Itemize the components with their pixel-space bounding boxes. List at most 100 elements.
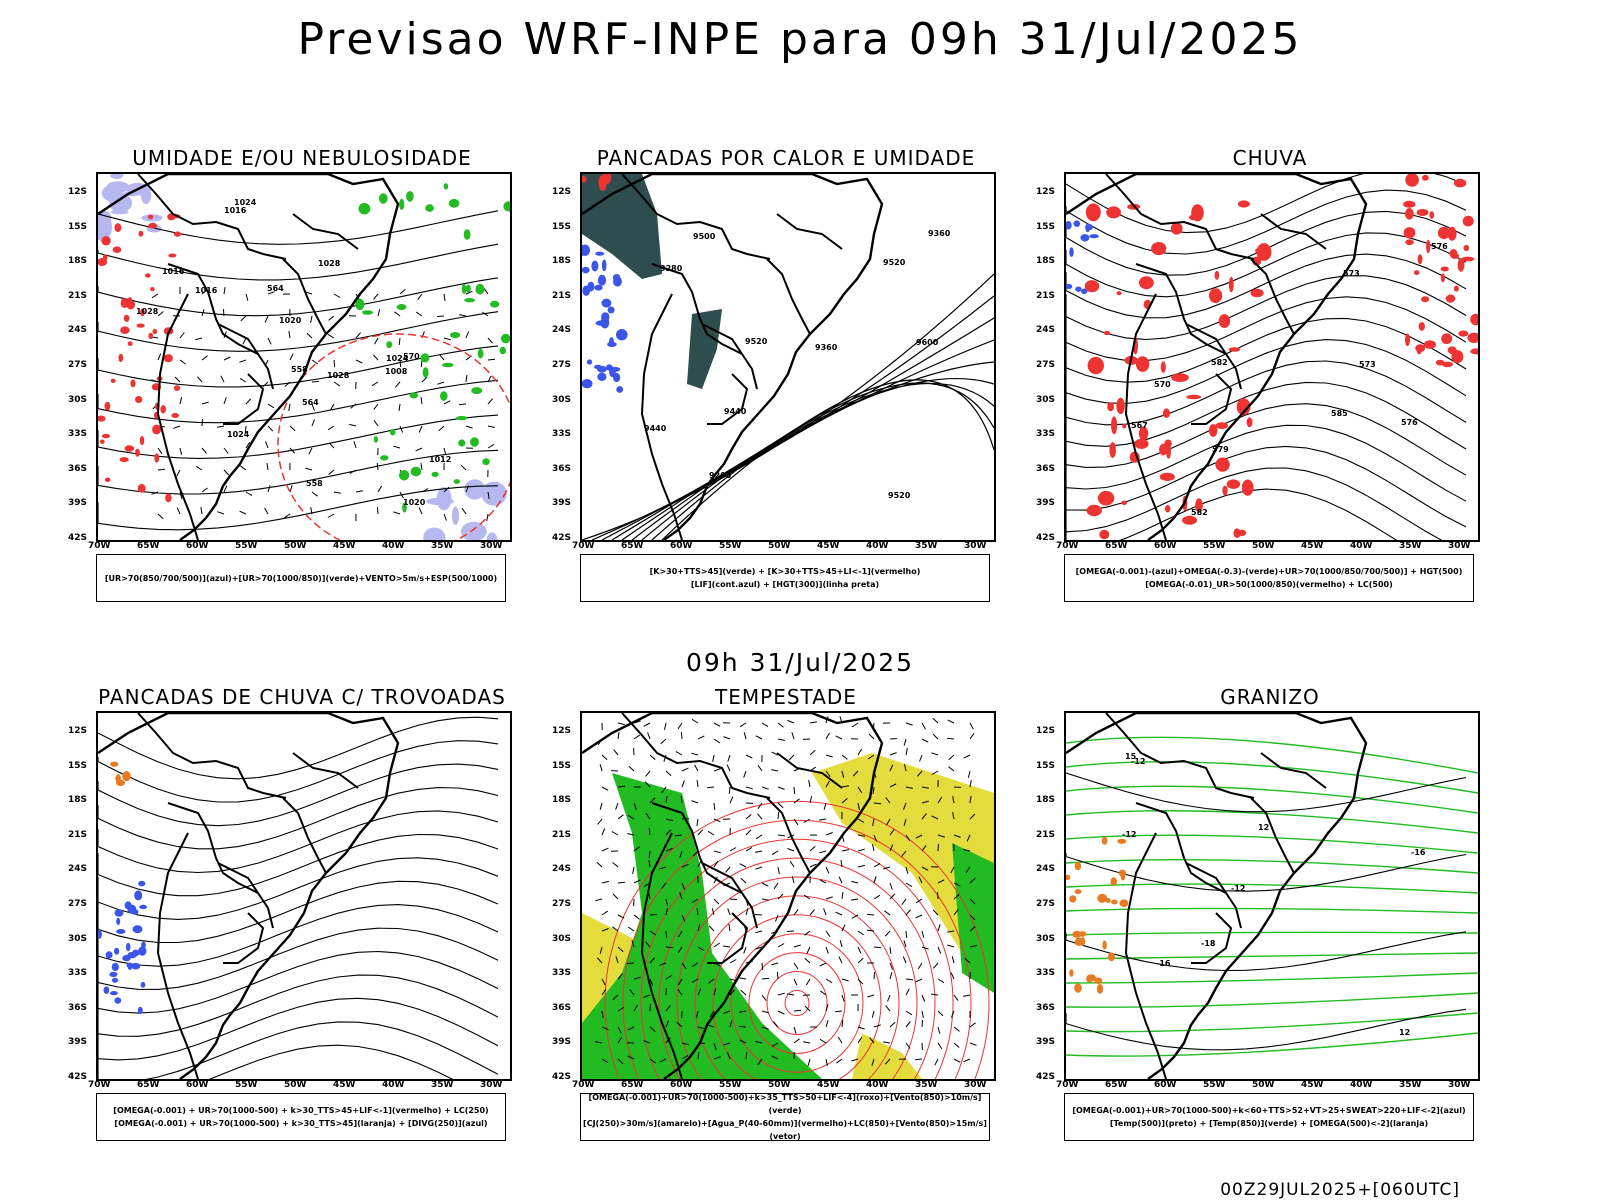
run-timestamp: 00Z29JUL2025+[060UTC] <box>1220 1180 1460 1200</box>
lon-tick-label: 35W <box>431 1080 454 1090</box>
lat-tick-label: 36S <box>552 463 572 474</box>
lat-tick-label: 15S <box>1036 221 1056 232</box>
lat-tick-label: 33S <box>68 968 88 979</box>
panel-6: GRANIZO -12 -12 -16 -16 -18 12 12 15 -12 12S 15S 18S… <box>1034 685 1504 1165</box>
contour-label: 9600 <box>916 338 939 347</box>
lat-tick-label: 12S <box>1036 726 1056 736</box>
lat-tick-label: 21S <box>68 829 88 840</box>
panel-legend: [UR>70(850/700/500)](azul)+[UR>70(1000/8… <box>96 554 506 602</box>
lat-tick-label: 42S <box>552 1072 572 1082</box>
lat-tick-label: 15S <box>68 221 88 232</box>
lat-tick-label: 18S <box>68 256 88 267</box>
lat-tick-label: 42S <box>1036 1072 1056 1082</box>
lon-tick-label: 70W <box>572 541 595 551</box>
lon-tick-label: 60W <box>670 541 693 551</box>
lat-tick-label: 27S <box>68 899 88 909</box>
lon-tick-label: 65W <box>137 1080 160 1090</box>
lat-tick-label: 18S <box>1036 256 1056 267</box>
lat-tick-label: 18S <box>552 795 572 806</box>
panel-title: UMIDADE E/OU NEBULOSIDADE <box>132 146 472 170</box>
lon-tick-label: 45W <box>333 541 356 551</box>
lon-tick-label: 50W <box>1252 541 1275 551</box>
lon-tick-label: 30W <box>964 541 987 551</box>
lon-tick-label: 45W <box>1301 541 1324 551</box>
lon-tick-label: 40W <box>866 1080 889 1090</box>
lon-tick-label: 35W <box>1399 1080 1422 1090</box>
panel-title: TEMPESTADE <box>715 685 857 709</box>
panel-title: CHUVA <box>1232 146 1308 170</box>
contour-label: 558 <box>291 365 308 374</box>
forecast-map <box>580 711 996 1081</box>
contour-label: 9440 <box>724 407 747 416</box>
legend-line: [OMEGA(-0.01)_UR>50(1000/850)(vermelho) … <box>1145 580 1393 589</box>
lat-tick-label: 39S <box>552 1037 572 1048</box>
lat-tick-label: 33S <box>552 429 572 440</box>
lon-tick-label: 55W <box>235 541 258 551</box>
lon-tick-label: 65W <box>621 541 644 551</box>
panel-legend: [OMEGA(-0.001)+UR>70(1000-500)+k<60+TTS>… <box>1064 1093 1474 1141</box>
contour-label: 579 <box>1212 445 1229 454</box>
lon-tick-label: 70W <box>88 1080 111 1090</box>
panel-4: PANCADAS DE CHUVA C/ TROVOADAS 12S 15S 18S 2… <box>66 685 536 1165</box>
lon-tick-label: 60W <box>186 541 209 551</box>
contour-label: 582 <box>1191 508 1208 517</box>
panel-title: PANCADAS POR CALOR E UMIDADE <box>596 146 976 170</box>
lat-tick-label: 15S <box>68 760 88 771</box>
contour-label: 1008 <box>385 367 408 376</box>
lat-tick-label: 36S <box>1036 1002 1056 1013</box>
contour-label: 9360 <box>815 343 838 352</box>
panel-title: PANCADAS DE CHUVA C/ TROVOADAS <box>98 685 506 709</box>
lat-tick-label: 30S <box>552 394 572 405</box>
lat-tick-label: 36S <box>1036 463 1056 474</box>
contour-label: 1028 <box>318 259 341 268</box>
contour-label: 1024 <box>234 198 257 207</box>
panel-legend: [K>30+TTS>45](verde) + [K>30+TTS>45+LI<-… <box>580 554 990 602</box>
panel-legend: [OMEGA(-0.001)+UR>70(1000-500)+k>35_TTS>… <box>580 1093 990 1141</box>
lon-tick-label: 55W <box>1203 541 1226 551</box>
lat-tick-label: 39S <box>68 1037 88 1048</box>
lon-tick-label: 70W <box>1056 1080 1079 1090</box>
lon-tick-label: 50W <box>768 541 791 551</box>
lat-tick-label: 24S <box>68 864 88 875</box>
lat-tick-label: 18S <box>552 256 572 267</box>
lat-tick-label: 30S <box>1036 394 1056 405</box>
lon-tick-label: 30W <box>1448 541 1471 551</box>
lon-tick-label: 55W <box>719 541 742 551</box>
lat-tick-label: 12S <box>1036 187 1056 197</box>
lat-tick-label: 12S <box>68 726 88 736</box>
lon-tick-label: 55W <box>235 1080 258 1090</box>
lon-tick-label: 35W <box>431 541 454 551</box>
lat-tick-label: 27S <box>68 360 88 370</box>
lon-tick-label: 55W <box>719 1080 742 1090</box>
lat-tick-label: 39S <box>68 498 88 509</box>
lat-tick-label: 12S <box>552 726 572 736</box>
contour-label: 1024 <box>386 354 409 363</box>
lon-tick-label: 40W <box>1350 1080 1373 1090</box>
lat-tick-label: 27S <box>1036 899 1056 909</box>
legend-line: [CJ(250)>30m/s](amarelo)+[Agua_P(40-60mm… <box>583 1119 987 1141</box>
panel-3: CHUVA 582 585 582 579 576 573 570 576 573 567 12S 15… <box>1034 146 1504 626</box>
lon-tick-label: 45W <box>1301 1080 1324 1090</box>
lon-tick-label: 40W <box>866 541 889 551</box>
contour-label: 564 <box>267 284 284 293</box>
contour-label: 9520 <box>888 491 911 500</box>
contour-label: -12 <box>1231 884 1245 893</box>
contour-label: 9500 <box>693 232 716 241</box>
lat-tick-label: 33S <box>1036 968 1056 979</box>
contour-label: 9520 <box>745 337 768 346</box>
contour-label: 1028 <box>327 371 350 380</box>
lat-tick-label: 42S <box>68 1072 88 1082</box>
lat-tick-label: 24S <box>1036 325 1056 336</box>
lon-tick-label: 60W <box>1154 1080 1177 1090</box>
contour-label: 15 <box>1125 752 1137 761</box>
lon-tick-label: 60W <box>1154 541 1177 551</box>
panel-title: GRANIZO <box>1220 685 1320 709</box>
contour-label: -16 <box>1411 848 1426 857</box>
contour-label: 12 <box>1399 1028 1410 1037</box>
lat-tick-label: 15S <box>552 760 572 771</box>
lon-tick-label: 30W <box>1448 1080 1471 1090</box>
contour-label: -12 <box>1122 830 1136 839</box>
lat-tick-label: 36S <box>68 463 88 474</box>
lon-tick-label: 35W <box>915 541 938 551</box>
lon-tick-label: 50W <box>768 1080 791 1090</box>
